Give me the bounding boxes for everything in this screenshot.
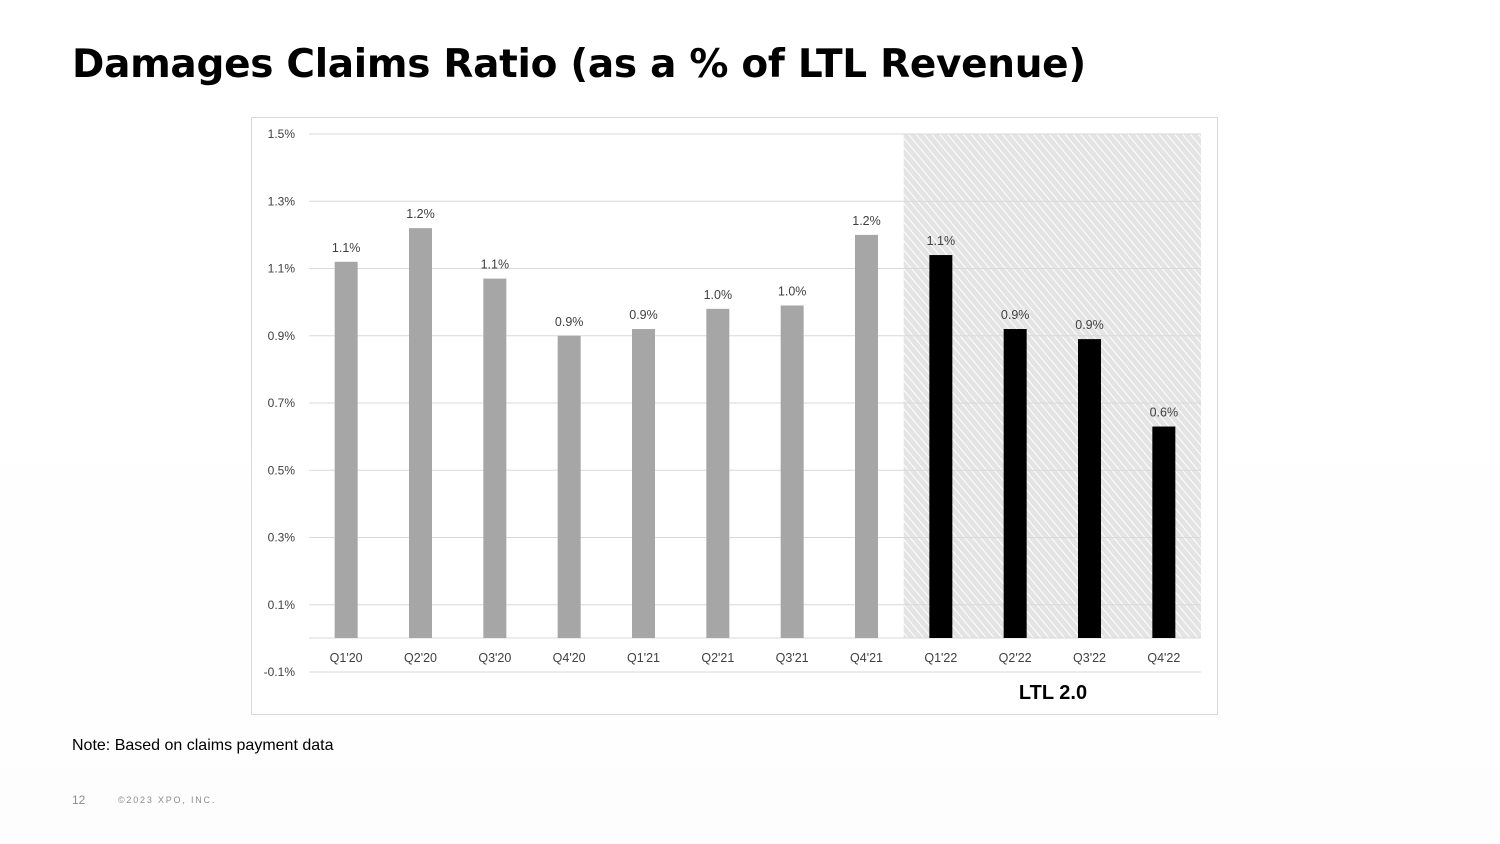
x-tick-label: Q4'21 [850,651,883,665]
x-tick-label: Q3'20 [478,651,511,665]
copyright-text: ©2023 XPO, INC. [118,795,217,805]
y-tick-label: 0.9% [268,329,296,343]
y-tick-label: -0.1% [264,665,296,679]
x-tick-label: Q2'22 [999,651,1032,665]
data-label: 0.9% [555,315,584,329]
data-label: 1.2% [852,214,881,228]
y-tick-label: 0.5% [268,463,296,477]
bar [1078,339,1101,638]
x-tick-label: Q1'21 [627,651,660,665]
y-tick-label: 0.7% [268,396,296,410]
data-label: 1.0% [704,288,733,302]
y-tick-label: 1.1% [268,262,296,276]
bar [557,335,581,638]
y-tick-label: 1.3% [268,194,296,208]
y-tick-label: 0.3% [268,531,296,545]
page-number: 12 [72,793,86,807]
x-tick-label: Q4'22 [1147,651,1180,665]
bar [706,308,730,638]
y-tick-label: 1.5% [268,127,296,141]
bar [1003,329,1027,638]
bar [409,228,432,638]
x-tick-label: Q3'21 [776,651,809,665]
y-tick-label: 0.1% [268,598,296,612]
bar [855,234,878,638]
bar [1152,426,1176,638]
bar [929,255,953,639]
ltl-2-0-shaded-region [903,134,1201,638]
data-label: 0.9% [629,308,658,322]
x-tick-label: Q3'22 [1073,651,1106,665]
x-tick-label: Q1'22 [924,651,957,665]
bar-chart: 1.5% 1.3% 1.1% 0.9% 0.7% 0.5% 0.3% 0.1% -0.1% 1.1… [264,127,1201,704]
x-tick-label: Q2'21 [701,651,734,665]
x-tick-label: Q4'20 [553,651,586,665]
bar [780,305,804,638]
slide-title: Damages Claims Ratio (as a % of LTL Reve… [72,42,1086,87]
x-tick-label: Q1'20 [330,651,363,665]
bar [483,278,507,638]
footnote: Note: Based on claims payment data [72,737,334,754]
data-label: 1.1% [927,234,956,248]
data-label: 1.0% [778,284,807,298]
data-label: 1.1% [332,241,361,255]
data-label: 0.9% [1075,318,1104,332]
ltl-2-0-label: LTL 2.0 [1019,682,1087,704]
data-label: 0.6% [1150,406,1179,420]
bar [632,329,655,638]
data-label: 1.2% [406,207,435,221]
bar [334,261,358,638]
data-label: 1.1% [481,258,510,272]
data-label: 0.9% [1001,308,1030,322]
x-tick-label: Q2'20 [404,651,437,665]
